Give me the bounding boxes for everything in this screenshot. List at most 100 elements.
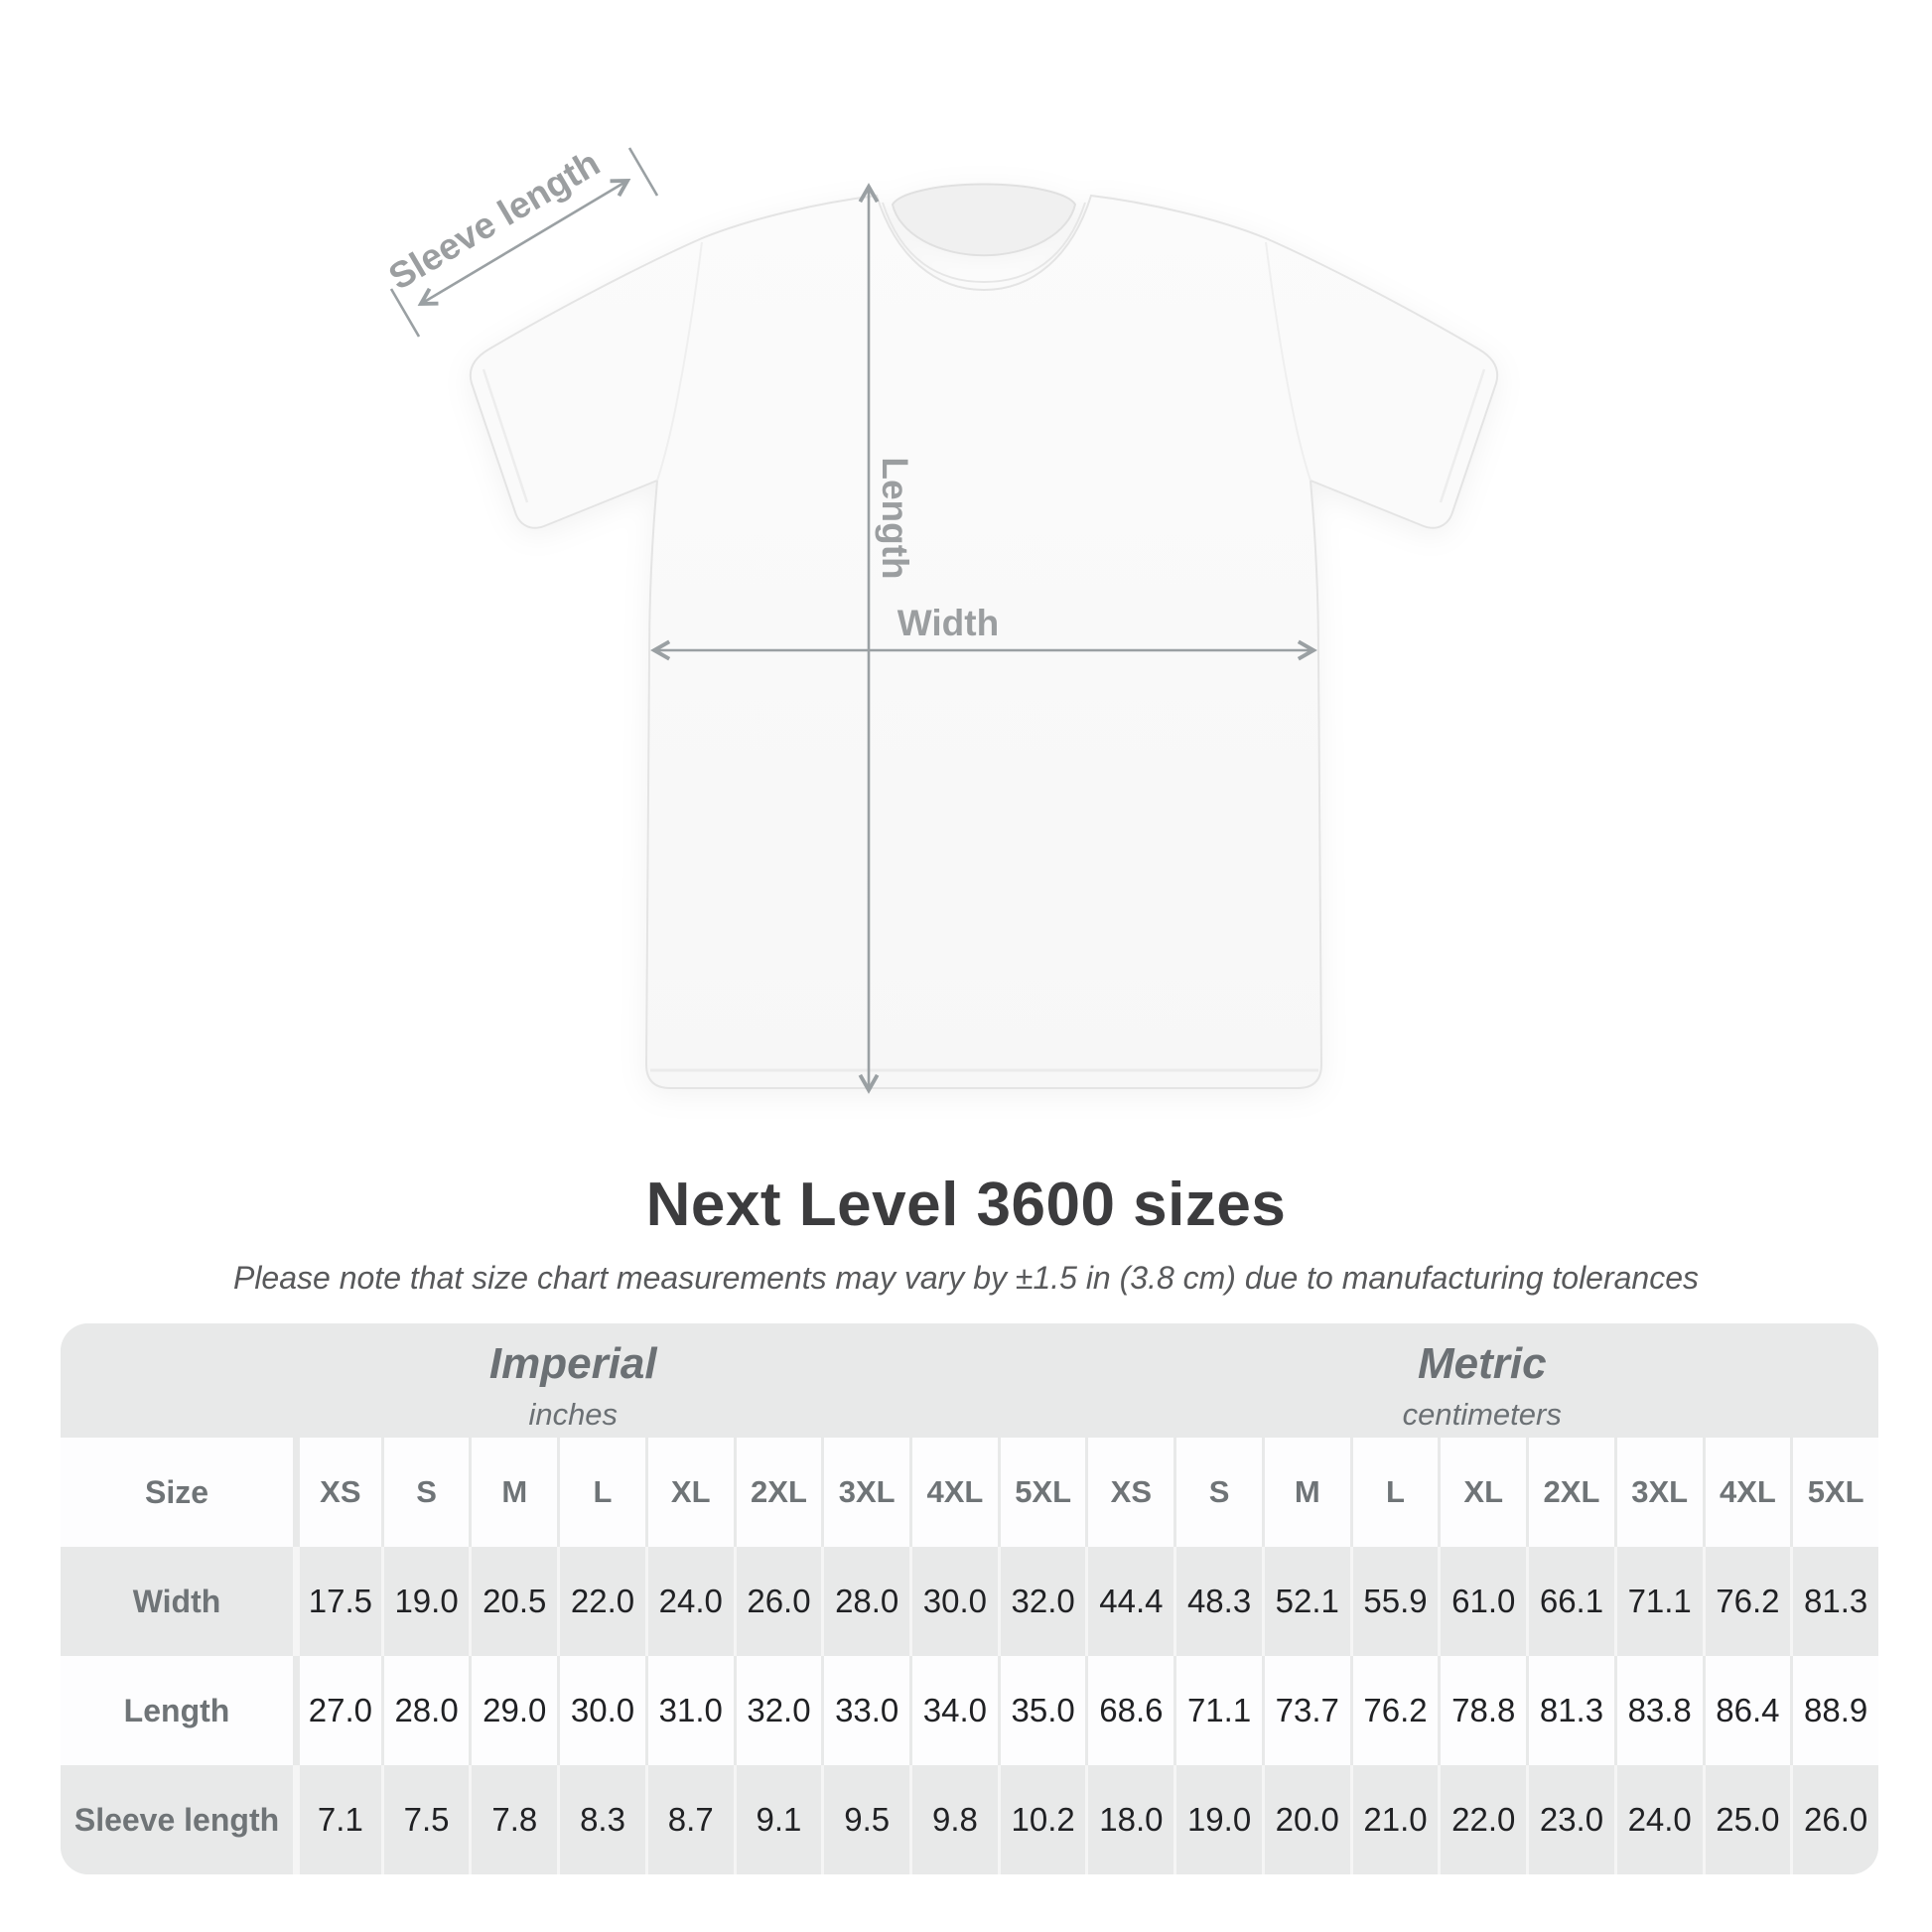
value-cell: 7.5 xyxy=(380,1765,470,1874)
value-cell: 81.3 xyxy=(1790,1547,1878,1656)
width-row: Width 17.5 19.0 20.5 22.0 24.0 26.0 28.0 30.0 32… xyxy=(61,1547,1878,1656)
value-cell: 29.0 xyxy=(469,1656,557,1765)
value-cell: 35.0 xyxy=(997,1656,1086,1765)
value-cell: 26.0 xyxy=(1790,1765,1878,1874)
imperial-unit-header: Imperial inches xyxy=(61,1323,1086,1438)
value-cell: 18.0 xyxy=(1085,1765,1173,1874)
value-cell: 25.0 xyxy=(1702,1765,1791,1874)
tolerance-note: Please note that size chart measurements… xyxy=(232,1260,1700,1296)
size-header-cell: 3XL xyxy=(1613,1438,1703,1547)
value-cell: 71.1 xyxy=(1613,1547,1703,1656)
value-cell: 81.3 xyxy=(1526,1656,1614,1765)
value-cell: 33.0 xyxy=(821,1656,909,1765)
size-header-cell: XS xyxy=(293,1438,381,1547)
size-header-cell: 5XL xyxy=(997,1438,1086,1547)
value-cell: 44.4 xyxy=(1085,1547,1173,1656)
size-header-cell: 2XL xyxy=(1526,1438,1614,1547)
size-header-cell: XS xyxy=(1085,1438,1173,1547)
metric-unit-header: Metric centimeters xyxy=(1086,1323,1879,1438)
tshirt-diagram: Sleeve length Length Width xyxy=(382,142,1499,1094)
value-cell: 19.0 xyxy=(1173,1765,1262,1874)
value-cell: 17.5 xyxy=(293,1547,381,1656)
sleeve-length-row: Sleeve length 7.1 7.5 7.8 8.3 8.7 9.1 9.5 9.8 10… xyxy=(61,1765,1878,1874)
tshirt-illustration xyxy=(389,147,1499,1094)
size-header-cell: L xyxy=(1349,1438,1439,1547)
value-cell: 61.0 xyxy=(1438,1547,1526,1656)
size-header-cell: 5XL xyxy=(1790,1438,1878,1547)
value-cell: 76.2 xyxy=(1349,1656,1439,1765)
value-cell: 32.0 xyxy=(733,1656,822,1765)
page-title: Next Level 3600 sizes xyxy=(645,1171,1287,1239)
size-header-cell: L xyxy=(557,1438,645,1547)
size-header-cell: XL xyxy=(644,1438,734,1547)
value-cell: 9.1 xyxy=(733,1765,822,1874)
value-cell: 22.0 xyxy=(557,1547,645,1656)
size-header-cell: 4XL xyxy=(1702,1438,1791,1547)
value-cell: 55.9 xyxy=(1349,1547,1439,1656)
value-cell: 7.8 xyxy=(469,1765,557,1874)
collar-opening xyxy=(891,183,1077,257)
value-cell: 31.0 xyxy=(644,1656,734,1765)
value-cell: 52.1 xyxy=(1261,1547,1350,1656)
value-cell: 24.0 xyxy=(644,1547,734,1656)
width-row-label: Width xyxy=(132,1583,221,1619)
measurement-arrows xyxy=(389,147,1317,1094)
inches-label: inches xyxy=(528,1396,619,1432)
value-cell: 83.8 xyxy=(1613,1656,1703,1765)
value-cell: 23.0 xyxy=(1526,1765,1614,1874)
size-table: Imperial inches Metric centimeters Size … xyxy=(61,1323,1878,1874)
value-cell: 73.7 xyxy=(1261,1656,1350,1765)
value-cell: 19.0 xyxy=(380,1547,470,1656)
value-cell: 88.9 xyxy=(1790,1656,1878,1765)
value-cell: 34.0 xyxy=(909,1656,998,1765)
sleeve-arrow-tick-bottom xyxy=(389,288,421,338)
value-cell: 78.8 xyxy=(1438,1656,1526,1765)
value-cell: 30.0 xyxy=(557,1656,645,1765)
sleeve-length-arrow xyxy=(417,178,631,307)
size-header-cell: XL xyxy=(1438,1438,1526,1547)
size-header-cell: S xyxy=(380,1438,470,1547)
value-cell: 8.3 xyxy=(557,1765,645,1874)
title-block: Next Level 3600 sizes Please note that s… xyxy=(0,1170,1932,1297)
value-cell: 8.7 xyxy=(644,1765,734,1874)
value-cell: 76.2 xyxy=(1702,1547,1791,1656)
size-header-label: Size xyxy=(144,1473,209,1510)
value-cell: 7.1 xyxy=(293,1765,381,1874)
width-label: Width xyxy=(897,603,1000,643)
metric-label: Metric xyxy=(1417,1338,1547,1388)
value-cell: 9.8 xyxy=(909,1765,998,1874)
length-row: Length 27.0 28.0 29.0 30.0 31.0 32.0 33.0 34.0 3… xyxy=(61,1656,1878,1765)
sleeve-length-row-label: Sleeve length xyxy=(73,1801,280,1838)
value-cell: 10.2 xyxy=(997,1765,1086,1874)
size-header-cell: 3XL xyxy=(821,1438,909,1547)
size-header-cell: 2XL xyxy=(733,1438,822,1547)
imperial-label: Imperial xyxy=(488,1338,657,1388)
value-cell: 22.0 xyxy=(1438,1765,1526,1874)
length-row-label: Length xyxy=(123,1692,230,1728)
value-cell: 71.1 xyxy=(1173,1656,1262,1765)
size-header-cell: M xyxy=(469,1438,557,1547)
size-header-cell: M xyxy=(1261,1438,1350,1547)
size-header-cell: S xyxy=(1173,1438,1262,1547)
size-header-row: Size XS S M L XL 2XL 3XL 4XL 5XL XS S M L XL 2XL 3XL 4XL… xyxy=(61,1438,1878,1547)
value-cell: 28.0 xyxy=(821,1547,909,1656)
value-cell: 21.0 xyxy=(1349,1765,1439,1874)
value-cell: 20.5 xyxy=(469,1547,557,1656)
value-cell: 66.1 xyxy=(1526,1547,1614,1656)
length-label: Length xyxy=(875,457,915,580)
value-cell: 30.0 xyxy=(909,1547,998,1656)
value-cell: 24.0 xyxy=(1613,1765,1703,1874)
value-cell: 68.6 xyxy=(1085,1656,1173,1765)
size-header-cell: 4XL xyxy=(909,1438,998,1547)
value-cell: 9.5 xyxy=(821,1765,909,1874)
value-cell: 26.0 xyxy=(733,1547,822,1656)
centimeters-label: centimeters xyxy=(1402,1396,1562,1432)
value-cell: 27.0 xyxy=(293,1656,381,1765)
unit-header-row: Imperial inches Metric centimeters xyxy=(61,1323,1878,1438)
value-cell: 20.0 xyxy=(1261,1765,1350,1874)
value-cell: 48.3 xyxy=(1173,1547,1262,1656)
value-cell: 86.4 xyxy=(1702,1656,1791,1765)
value-cell: 32.0 xyxy=(997,1547,1086,1656)
sleeve-arrow-tick-top xyxy=(627,147,659,197)
